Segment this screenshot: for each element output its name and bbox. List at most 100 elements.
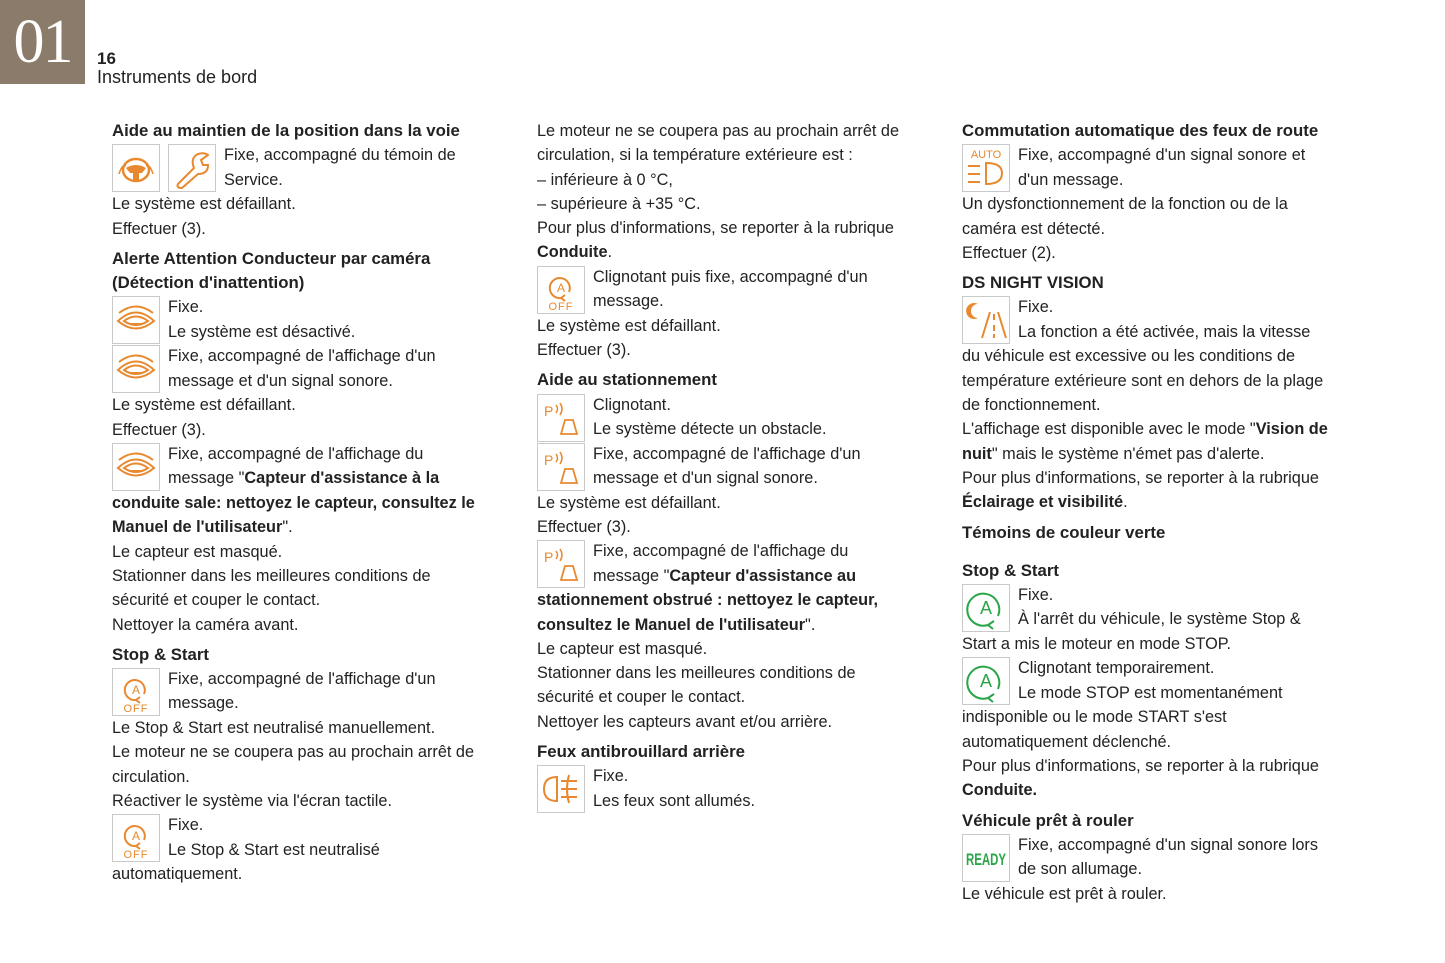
text-line: Le Stop & Start est neutralisé manuellem… [112, 719, 436, 738]
text-line: stationnement obstrué : nettoyez le capt… [537, 588, 957, 612]
text-line: Fixe, accompagné de l'affichage du [168, 445, 424, 464]
text-segment: ". [805, 615, 816, 634]
text-line: circulation, si la température extérieur… [537, 146, 853, 165]
lamp-description: Fixe, accompagné d'un signal sonore lors… [1018, 833, 1382, 882]
text-line: consultez le Manuel de l'utilisateur". [537, 613, 957, 637]
section-heading: Stop & Start [962, 560, 1059, 580]
stop-start-active-icon: A [962, 584, 1010, 633]
stop-start-off-icon: A OFF [112, 668, 160, 717]
driver-attention-eye-icon [112, 443, 160, 492]
bold-text: Manuel de l'utilisateur [112, 518, 283, 537]
text-segment: message " [593, 566, 670, 585]
text-line: Le système est défaillant. [537, 316, 721, 335]
page-number: 16 [97, 49, 116, 68]
svg-text:A: A [132, 829, 140, 843]
text-line: Nettoyer les capteurs avant et/ou arrièr… [537, 712, 833, 731]
lamp-description: Fixe. À l'arrêt du véhicule, le système S… [1018, 583, 1382, 632]
svg-text:A: A [132, 683, 140, 697]
warning-lamp-entry: A OFF Fixe, accompagné de l'affichage d'un… [112, 667, 532, 717]
bold-text: Éclairage et visibilité [962, 493, 1124, 512]
text-line: Fixe. [1018, 298, 1054, 317]
text-line: température extérieure sont en dehors de… [962, 371, 1324, 390]
text-line: sécurité et couper le contact. [537, 688, 746, 707]
text-line: Les feux sont allumés. [593, 791, 755, 810]
auto-high-beam-icon: AUTO [962, 144, 1010, 193]
text-segment: . [1123, 493, 1128, 512]
text-line: Start a mis le moteur en mode STOP. [962, 635, 1232, 654]
text-line: Pour plus d'informations, se reporter à … [962, 757, 1319, 776]
text-line: – supérieure à +35 °C. [537, 194, 701, 213]
svg-text:A: A [557, 281, 565, 295]
text-line: message "Capteur d'assistance à la [168, 466, 532, 490]
text-line: automatiquement. [112, 865, 243, 884]
section-heading: Aide au maintien de la position dans la … [112, 121, 460, 140]
text-line: Fixe, accompagné de l'affichage d'un [168, 347, 436, 366]
text-line: Fixe. [168, 816, 204, 835]
text-line: Clignotant temporairement. [1018, 659, 1215, 678]
text-line: de fonctionnement. [962, 396, 1101, 415]
bold-text: conduite sale: nettoyez le capteur, cons… [112, 494, 475, 513]
text-line: L'affichage est disponible avec le mode … [962, 417, 1382, 441]
svg-text:OFF: OFF [124, 703, 149, 714]
warning-lamp-entry: A Fixe. À l'arrêt du véhicule, le système … [962, 583, 1382, 633]
lamp-description: Fixe. Les feux sont allumés. [593, 764, 957, 813]
svg-text:A: A [980, 598, 992, 618]
svg-text:P: P [544, 403, 553, 419]
service-wrench-icon [168, 144, 216, 193]
driver-attention-eye-icon [112, 345, 160, 394]
text-line: message. [168, 694, 239, 713]
lamp-description: Fixe, accompagné de l'affichage du messag… [593, 539, 957, 588]
text-line: Stationner dans les meilleures condition… [537, 664, 856, 683]
night-vision-icon [962, 296, 1010, 345]
parking-sensor-icon: P [537, 540, 585, 589]
text-line: Fixe, accompagné de l'affichage du [593, 542, 849, 561]
warning-lamp-entry: P Fixe, accompagné de l'affichage du messa… [537, 539, 957, 589]
page-title: Instruments de bord [97, 67, 258, 87]
text-line: d'un message. [1018, 170, 1124, 189]
warning-lamp-entry: P Clignotant. Le système détecte un obstac… [537, 393, 957, 442]
text-line: de son allumage. [1018, 860, 1143, 879]
lamp-description: Fixe, accompagné de l'affichage du messag… [168, 442, 532, 491]
stop-start-off-icon: A OFF [537, 265, 585, 314]
bold-text: Conduite. [962, 781, 1038, 800]
text-line: Le système détecte un obstacle. [593, 419, 827, 438]
text-line: conduite sale: nettoyez le capteur, cons… [112, 491, 532, 515]
text-line: Fixe, accompagné de l'affichage d'un [168, 670, 436, 689]
text-line: Le capteur est masqué. [112, 542, 283, 561]
lamp-description: Fixe, accompagné de l'affichage d'un mess… [168, 344, 532, 393]
text-line: Effectuer (3). [537, 517, 631, 536]
text-line: Le mode STOP est momentanément [1018, 683, 1283, 702]
text-segment: " mais le système n'émet pas d'alerte. [991, 444, 1265, 463]
warning-lamp-entry: P Fixe, accompagné de l'affichage d'un mes… [537, 442, 957, 491]
lamp-description: Fixe, accompagné de l'affichage d'un mess… [168, 667, 532, 716]
lamp-description: Fixe, accompagné d'un signal sonore et d'… [1018, 143, 1382, 192]
text-line: Le système est défaillant. [112, 396, 296, 415]
warning-lamp-entry: Fixe. Le système est désactivé. [112, 295, 532, 345]
section-heading: Commutation automatique des feux de rout… [962, 121, 1319, 140]
text-line: Conduite. [537, 240, 957, 264]
text-line: Stationner dans les meilleures condition… [112, 566, 431, 585]
bold-text: Capteur d'assistance à la [244, 469, 440, 488]
text-line: du véhicule est excessive ou les conditi… [962, 347, 1296, 366]
lamp-description: Clignotant puis fixe, accompagné d'un mes… [593, 265, 957, 314]
warning-lamp-entry: AUTO Fixe, accompagné d'un signal sonore … [962, 143, 1382, 193]
section-heading: DS NIGHT VISION [962, 273, 1104, 293]
warning-lamp-entry: Fixe, accompagné du témoin de Service. [112, 143, 532, 193]
text-line: Manuel de l'utilisateur". [112, 515, 532, 539]
text-line: Le système est défaillant. [537, 493, 721, 512]
lamp-description: Fixe, accompagné du témoin de Service. [224, 143, 532, 192]
warning-lamp-entry: Fixe. La fonction a été activée, mais la … [962, 295, 1382, 345]
text-line: Clignotant. [593, 395, 671, 414]
text-line: La fonction a été activée, mais la vites… [1018, 322, 1311, 341]
text-line: Le moteur ne se coupera pas au prochain … [112, 743, 475, 762]
warning-lamp-entry: READY Fixe, accompagné d'un signal sonore… [962, 833, 1382, 882]
text-line: message "Capteur d'assistance au [593, 564, 957, 588]
text-line: Le système est désactivé. [168, 322, 356, 341]
text-line: Effectuer (2). [962, 243, 1056, 262]
text-line: Le capteur est masqué. [537, 639, 708, 658]
text-line: message et d'un signal sonore. [168, 371, 393, 390]
text-line: Effectuer (3). [112, 219, 206, 238]
ready-icon: READY [962, 833, 1010, 882]
text-line: Éclairage et visibilité. [962, 490, 1382, 514]
rear-fog-light-icon [537, 765, 585, 814]
